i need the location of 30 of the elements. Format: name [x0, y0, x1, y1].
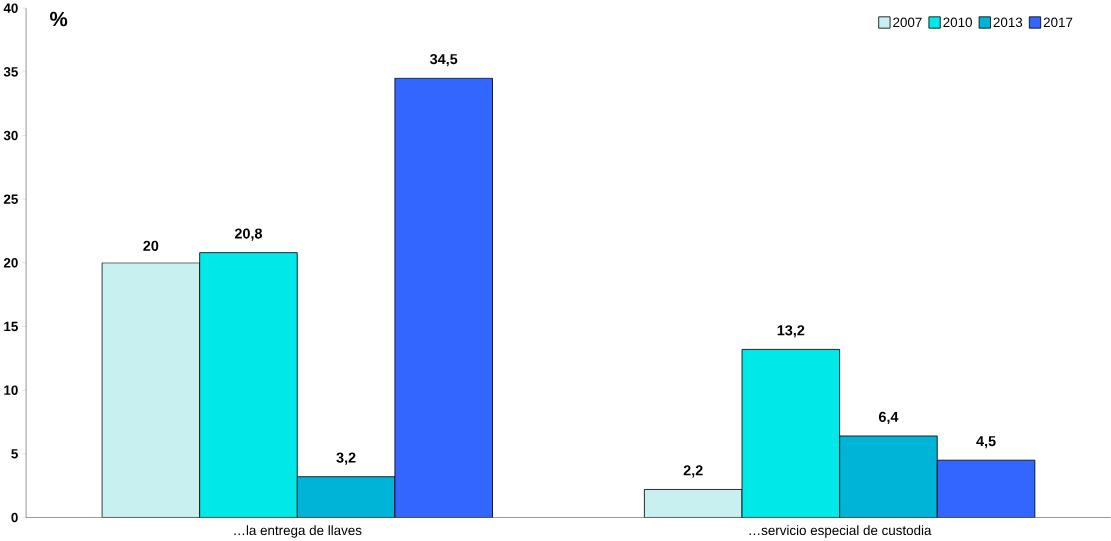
- y-tick-label: 10: [4, 385, 18, 395]
- legend-label: 2010: [943, 17, 972, 27]
- bar: [839, 435, 938, 518]
- data-label: 2,2: [683, 465, 703, 478]
- data-label: 3,2: [336, 452, 356, 465]
- y-tick-label: 15: [4, 321, 18, 332]
- y-axis-title: %: [49, 11, 68, 27]
- y-tick-label: 5: [11, 449, 18, 459]
- y-tick-label: 20: [3, 258, 18, 268]
- data-label: 13,2: [777, 325, 805, 338]
- x-tick-label: …servicio especial de custodia: [749, 525, 932, 538]
- legend-label: 2017: [1043, 17, 1073, 27]
- bar: [936, 459, 1036, 518]
- legend-label: 2013: [993, 17, 1023, 27]
- data-label: 34,5: [430, 53, 458, 67]
- y-tick-label: 40: [3, 3, 18, 13]
- data-label: 6,4: [878, 411, 899, 425]
- bar: [394, 77, 493, 518]
- data-label: 20,8: [234, 228, 263, 241]
- data-label: 4,5: [976, 436, 996, 449]
- bar: [741, 348, 841, 518]
- bar: [199, 252, 298, 518]
- y-tick-label: 25: [3, 194, 18, 204]
- y-tick-label: 35: [3, 67, 18, 77]
- y-tick-label: 30: [3, 130, 18, 141]
- bar: [296, 476, 396, 518]
- x-tick-label: …la entrega de llaves: [234, 525, 362, 538]
- data-label: 20: [143, 240, 159, 251]
- y-tick-label: 0: [11, 512, 18, 523]
- legend-label: 2007: [893, 17, 922, 27]
